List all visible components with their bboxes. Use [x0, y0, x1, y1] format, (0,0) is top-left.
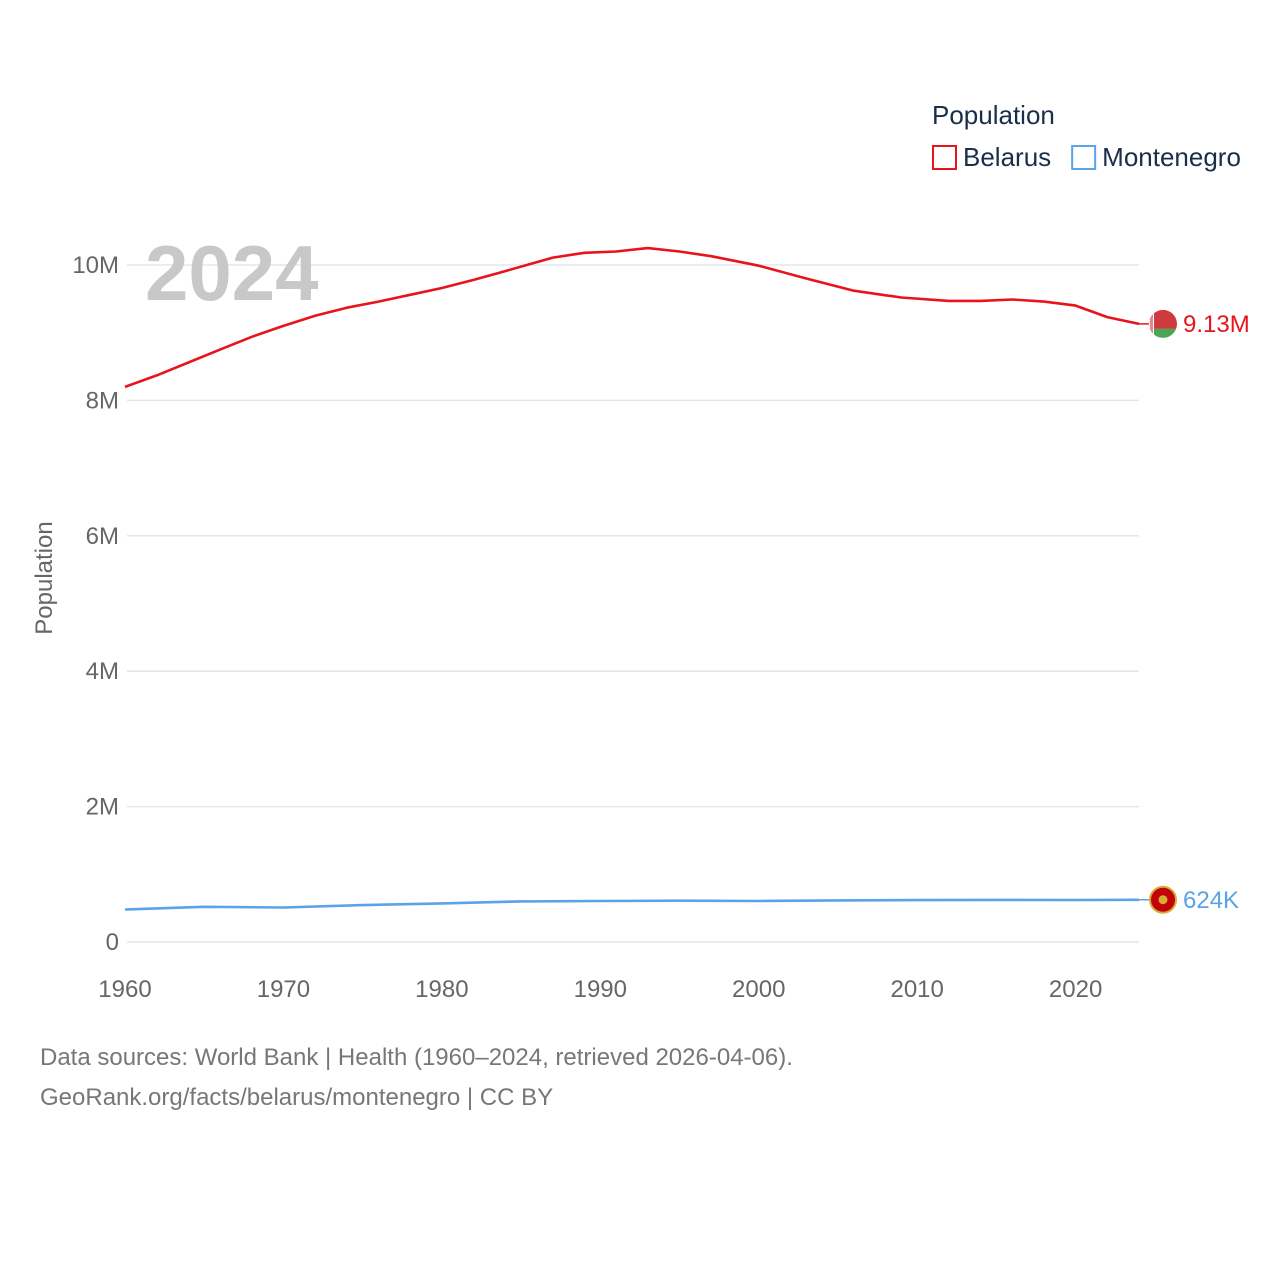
year-label: 2024 — [145, 229, 319, 317]
x-tick-1990: 1990 — [574, 976, 627, 1003]
x-tick-1960: 1960 — [98, 976, 151, 1003]
footer-sources: Data sources: World Bank | Health (1960–… — [40, 1044, 793, 1071]
y-tick-0: 0 — [106, 929, 119, 956]
population-line-chart: 0 2M 4M 6M 8M 10M 1960 1970 1980 1990 2000 2010 202… — [31, 100, 1250, 1003]
y-tick-6M: 6M — [86, 523, 119, 550]
legend-label-montenegro[interactable]: Montenegro — [1102, 142, 1241, 172]
x-tick-2020: 2020 — [1049, 976, 1102, 1003]
grid-lines — [127, 264, 1139, 943]
y-axis-title: Population — [31, 521, 58, 634]
end-label-montenegro: 624K — [1183, 887, 1239, 914]
legend-label-belarus[interactable]: Belarus — [963, 142, 1051, 172]
legend[interactable]: Population Belarus Montenegro — [932, 100, 1241, 172]
series-lines — [124, 246, 1140, 911]
end-label-belarus: 9.13M — [1183, 311, 1250, 338]
flag-green-band — [1149, 328, 1177, 338]
montenegro-flag-icon — [1149, 885, 1177, 914]
flag-ornament — [1150, 311, 1153, 336]
flag-emblem — [1158, 895, 1168, 905]
footer-attribution[interactable]: GeoRank.org/facts/belarus/montenegro | C… — [40, 1084, 554, 1111]
y-axis-ticks: 0 2M 4M 6M 8M 10M — [72, 252, 119, 956]
flag-red-band — [1149, 309, 1177, 329]
y-tick-10M: 10M — [72, 252, 119, 279]
series-line-montenegro — [124, 898, 1140, 911]
y-tick-4M: 4M — [86, 658, 119, 685]
x-tick-1970: 1970 — [257, 976, 310, 1003]
series-end-markers: 9.13M 624K — [1139, 309, 1250, 914]
x-tick-2010: 2010 — [890, 976, 943, 1003]
legend-swatch-montenegro[interactable] — [1071, 145, 1097, 170]
legend-title: Population — [932, 100, 1055, 130]
y-tick-2M: 2M — [86, 794, 119, 821]
y-tick-8M: 8M — [86, 387, 119, 414]
belarus-flag-icon — [1149, 309, 1177, 338]
series-line-belarus — [124, 246, 1140, 389]
x-tick-1980: 1980 — [415, 976, 468, 1003]
x-axis-ticks: 1960 1970 1980 1990 2000 2010 2020 — [98, 976, 1102, 1003]
x-tick-2000: 2000 — [732, 976, 785, 1003]
legend-swatch-belarus[interactable] — [932, 145, 957, 170]
